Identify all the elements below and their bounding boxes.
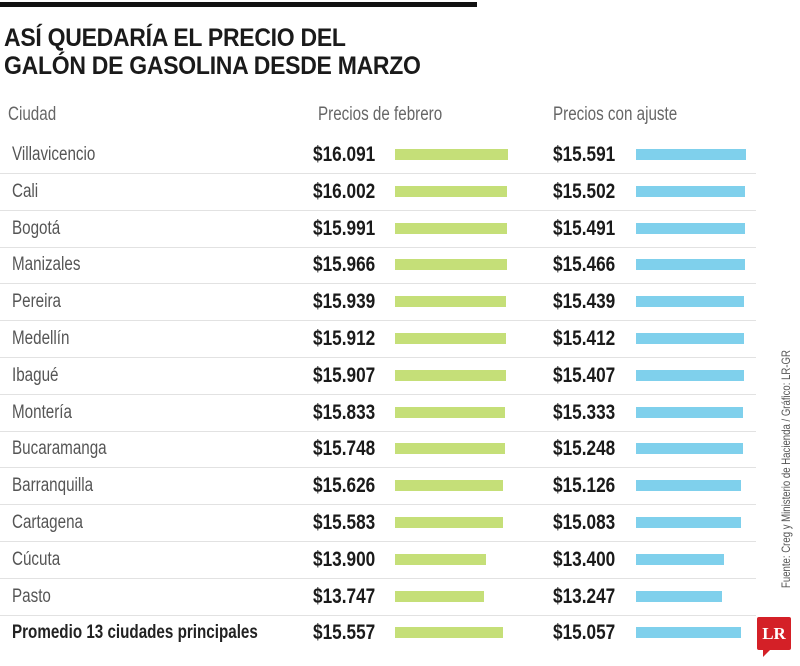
city-name: Manizales (12, 254, 81, 276)
adjusted-price: $13.247 (553, 584, 616, 608)
february-price: $16.091 (313, 143, 376, 166)
february-price: $15.907 (313, 363, 376, 387)
table-row: Promedio 13 ciudades principales $15.557 $… (0, 615, 756, 651)
source-note: Fuente: Creg y Ministerio de Hacienda / … (779, 350, 793, 588)
adjusted-price: $15.407 (553, 363, 616, 387)
top-rule (0, 2, 477, 7)
city-name: Montería (12, 401, 72, 423)
adjusted-bar (636, 627, 741, 639)
february-price: $13.747 (313, 584, 376, 608)
february-price: $15.912 (313, 327, 376, 350)
table-row: Ibagué $15.907 $15.407 (0, 358, 756, 395)
header-february: Precios de febrero (318, 104, 443, 125)
city-name: Medellín (12, 328, 70, 349)
adjusted-bar (636, 443, 743, 455)
adjusted-bar (636, 553, 724, 565)
february-price: $15.991 (313, 216, 376, 240)
table-row: Medellín $15.912 $15.412 (0, 321, 756, 358)
adjusted-bar (636, 517, 741, 528)
adjusted-price: $15.333 (553, 400, 616, 424)
adjusted-price: $13.400 (553, 547, 616, 571)
february-price: $15.583 (313, 511, 376, 534)
adjusted-bar (636, 369, 745, 381)
february-bar (395, 369, 507, 381)
city-name: Pereira (12, 291, 61, 313)
adjusted-price: $15.083 (553, 511, 616, 534)
header-adjusted: Precios con ajuste (553, 104, 678, 125)
city-name: Bucaramanga (12, 438, 107, 460)
table-row: Cúcuta $13.900 $13.400 (0, 542, 756, 579)
city-name: Barranquilla (12, 475, 94, 497)
adjusted-price: $15.126 (553, 474, 616, 498)
city-name: Cúcuta (12, 548, 61, 570)
adjusted-bar (636, 590, 723, 602)
table-row: Barranquilla $15.626 $15.126 (0, 468, 756, 506)
city-name: Bogotá (12, 217, 61, 239)
city-name: Cartagena (12, 512, 83, 533)
adjusted-price: $15.412 (553, 327, 616, 350)
february-bar (395, 553, 486, 565)
table-row: Manizales $15.966 $15.466 (0, 247, 756, 285)
adjusted-bar (636, 185, 746, 197)
table-row: Pereira $15.939 $15.439 (0, 284, 756, 322)
february-bar (395, 480, 504, 492)
adjusted-price: $15.248 (553, 437, 616, 461)
adjusted-price: $15.491 (553, 216, 616, 240)
february-bar (395, 185, 508, 197)
february-price: $15.833 (313, 400, 376, 424)
february-price: $15.748 (313, 437, 376, 461)
adjusted-bar (636, 296, 745, 308)
february-bar (395, 406, 506, 418)
logo-text: LR (762, 624, 786, 643)
table-row: Pasto $13.747 $13.247 (0, 579, 756, 616)
february-bar (395, 259, 507, 271)
adjusted-bar (636, 480, 742, 492)
adjusted-bar (636, 406, 744, 418)
adjusted-bar (636, 259, 745, 271)
february-bar (395, 222, 507, 234)
table-row: Cali $16.002 $15.502 (0, 174, 756, 211)
adjusted-price: $15.466 (553, 253, 616, 277)
february-price: $15.939 (313, 290, 376, 314)
february-bar (395, 590, 485, 602)
table-row: Montería $15.833 $15.333 (0, 395, 756, 432)
table-row: Bucaramanga $15.748 $15.248 (0, 431, 756, 469)
adjusted-price: $15.502 (553, 179, 616, 203)
city-name: Villavicencio (12, 144, 96, 165)
february-bar (395, 333, 507, 344)
adjusted-bar (636, 222, 745, 234)
february-bar (395, 627, 503, 639)
city-name: Promedio 13 ciudades principales (12, 622, 258, 644)
adjusted-bar (636, 149, 746, 160)
table-row: Bogotá $15.991 $15.491 (0, 211, 756, 248)
city-name: Ibagué (12, 364, 59, 386)
table-row: Cartagena $15.583 $15.083 (0, 505, 756, 542)
february-price: $16.002 (313, 179, 376, 203)
february-price: $13.900 (313, 547, 376, 571)
adjusted-price: $15.439 (553, 290, 616, 314)
february-bar (395, 443, 505, 455)
city-name: Cali (12, 180, 39, 202)
february-bar (395, 296, 507, 308)
table-row: Villavicencio $16.091 $15.591 (0, 137, 756, 174)
title-line-1: ASÍ QUEDARÍA EL PRECIO DEL (4, 24, 346, 52)
adjusted-price: $15.591 (553, 143, 616, 166)
city-name: Pasto (12, 585, 51, 607)
chart-title: ASÍ QUEDARÍA EL PRECIO DEL GALÓN DE GASO… (4, 24, 421, 80)
lr-logo: LR (757, 617, 791, 657)
header-city: Ciudad (8, 104, 57, 125)
february-bar (395, 517, 503, 528)
february-bar (395, 149, 508, 160)
february-price: $15.626 (313, 474, 376, 498)
february-price: $15.557 (313, 621, 376, 645)
adjusted-price: $15.057 (553, 621, 616, 645)
title-line-2: GALÓN DE GASOLINA DESDE MARZO (4, 52, 421, 80)
adjusted-bar (636, 333, 745, 344)
february-price: $15.966 (313, 253, 376, 277)
